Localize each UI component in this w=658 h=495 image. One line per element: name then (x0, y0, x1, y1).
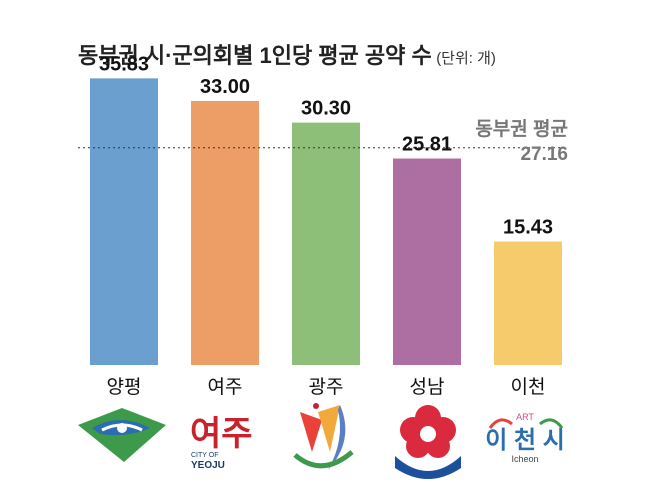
bar-3 (292, 122, 360, 365)
icheon-logo-art: ART (516, 412, 534, 422)
icheon-logo-sub: Icheon (511, 454, 538, 464)
average-value: 27.16 (520, 144, 568, 165)
category-label-4: 성남 (410, 376, 445, 398)
yangpyeong-logo (78, 408, 166, 462)
value-label-4: 25.81 (402, 134, 452, 156)
gwangju-logo (293, 403, 354, 470)
category-label-2: 여주 (208, 376, 243, 398)
icheon-logo: ART 이 천 시 Icheon (485, 412, 565, 464)
bar-4 (393, 158, 461, 365)
yeoju-logo-sub2: YEOJU (191, 460, 225, 471)
value-label-1: 35.83 (99, 53, 149, 75)
bar-2 (191, 101, 259, 365)
bar-series (90, 78, 562, 366)
yeoju-logo-text: 여주 (190, 415, 253, 453)
value-label-3: 30.30 (301, 98, 351, 120)
value-labels: 35.83 33.00 30.30 25.81 15.43 (99, 53, 553, 238)
yeoju-logo: 여주 CITY OF YEOJU (190, 415, 253, 471)
value-label-2: 33.00 (200, 76, 250, 98)
category-label-1: 양평 (107, 376, 142, 398)
average-label: 동부권 평균 (475, 118, 568, 140)
yeoju-logo-sub1: CITY OF (191, 452, 218, 459)
category-label-5: 이천 (511, 376, 546, 398)
chart-title: 동부권 시·군의회별 1인당 평균 공약 수 (단위: 개) (78, 43, 496, 68)
bar-5 (494, 241, 562, 365)
value-label-5: 15.43 (503, 217, 553, 239)
seongnam-logo (395, 405, 461, 479)
chart-title-text: 동부권 시·군의회별 1인당 평균 공약 수 (78, 43, 432, 68)
bar-1 (90, 78, 158, 366)
icheon-logo-text: 이 천 시 (485, 427, 565, 454)
category-label-3: 광주 (309, 376, 344, 398)
chart-unit-note: (단위: 개) (436, 50, 496, 67)
category-labels: 양평 여주 광주 성남 이천 (107, 376, 546, 398)
